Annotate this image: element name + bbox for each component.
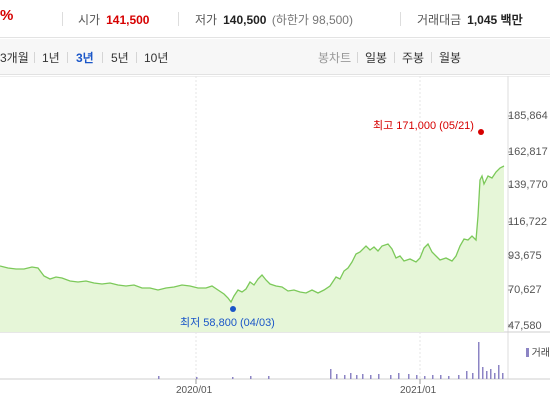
high-marker: [478, 129, 484, 135]
volume-bar: [370, 375, 372, 379]
open-price-label: 시가: [78, 13, 101, 27]
divider: [394, 52, 395, 63]
volume-bar: [336, 374, 338, 379]
price-chart-canvas: [0, 76, 550, 384]
volume-bar: [158, 376, 160, 379]
divider: [178, 12, 179, 26]
volume-bar: [268, 376, 270, 379]
y-tick-label: 47,580: [508, 320, 542, 332]
weekly-button[interactable]: 주봉: [402, 51, 425, 65]
daily-button[interactable]: 일봉: [365, 51, 388, 65]
volume-bar: [432, 375, 434, 379]
volume-bar: [408, 374, 410, 379]
period-1y-button[interactable]: 1년: [42, 51, 60, 65]
volume-bar: [344, 375, 346, 379]
high-annotation: 최고 171,000 (05/21): [373, 120, 474, 132]
volume-bar: [490, 369, 492, 379]
y-tick-label: 93,675: [508, 250, 542, 262]
volume-bar: [498, 365, 500, 379]
volume-bar: [440, 375, 442, 379]
monthly-button[interactable]: 월봉: [439, 51, 462, 65]
volume-bar: [232, 377, 234, 379]
y-tick-label: 116,722: [508, 216, 547, 228]
x-tick-label: 2020/01: [176, 385, 213, 396]
volume-bar: [362, 374, 364, 379]
volume-bar: [416, 375, 418, 379]
low-limit-text: (하한가 98,500): [271, 13, 353, 27]
volume-bar: [378, 374, 380, 379]
trade-amount-unit: 백만: [500, 13, 523, 27]
volume-bar: [330, 369, 332, 379]
volume-legend-swatch: [525, 348, 529, 357]
divider: [34, 52, 35, 63]
trade-amount: 거래대금 1,045 백만: [417, 11, 523, 28]
low-price: 저가 140,500 (하한가 98,500): [195, 11, 353, 28]
volume-bar: [424, 376, 426, 379]
price-chart[interactable]: 185,864 162,817 139,770 116,722 93,675 7…: [0, 76, 550, 400]
divider: [102, 52, 103, 63]
y-tick-marks: [508, 115, 512, 326]
low-price-value: 140,500: [223, 13, 267, 27]
volume-legend-label: 거래: [531, 348, 550, 359]
price-line: [0, 165, 505, 304]
period-5y-button[interactable]: 5년: [111, 51, 129, 65]
x-tick-label: 2021/01: [400, 385, 437, 396]
divider: [357, 52, 358, 63]
volume-bar: [458, 375, 460, 379]
y-tick-label: 185,864: [508, 110, 548, 122]
divider: [62, 12, 63, 26]
trade-amount-value: 1,045: [467, 13, 498, 27]
volume-legend: 거래: [525, 344, 550, 359]
volume-bar: [466, 371, 468, 379]
price-area: [0, 166, 504, 332]
divider: [136, 52, 137, 63]
volume-bar: [486, 371, 488, 379]
low-marker: [230, 306, 236, 312]
period-3y-button[interactable]: 3년: [76, 51, 94, 65]
low-annotation: 최저 58,800 (04/03): [180, 317, 275, 329]
volume-bar: [350, 373, 352, 379]
volume-bar: [250, 376, 252, 379]
volume-bar: [494, 373, 496, 379]
divider: [431, 52, 432, 63]
y-tick-label: 70,627: [508, 284, 542, 296]
volume-bar: [196, 377, 198, 379]
open-price-value: 141,500: [106, 13, 150, 27]
candle-chart-button[interactable]: 봉차트: [318, 51, 352, 65]
volume-bar: [398, 373, 400, 379]
volume-bar: [502, 373, 504, 379]
volume-bar: [478, 342, 480, 379]
volume-bar: [390, 375, 392, 379]
period-10y-button[interactable]: 10년: [144, 51, 169, 65]
period-3m-button[interactable]: 3개월: [0, 51, 29, 65]
volume-bar: [356, 375, 358, 379]
volume-bar: [482, 367, 484, 379]
volume-bar: [472, 373, 474, 379]
change-percent: %: [0, 7, 14, 24]
low-price-label: 저가: [195, 13, 218, 27]
trade-amount-label: 거래대금: [417, 13, 462, 27]
divider: [400, 12, 401, 26]
open-price: 시가 141,500: [78, 11, 149, 28]
volume-bar: [448, 376, 450, 379]
volume-bars: [158, 342, 504, 379]
y-tick-label: 139,770: [508, 179, 548, 191]
divider: [67, 52, 68, 63]
chart-toolbar: 3개월 1년 3년 5년 10년 봉차트 일봉 주봉 월봉: [0, 39, 550, 75]
y-tick-label: 162,817: [508, 146, 548, 158]
price-summary-bar: % 시가 141,500 저가 140,500 (하한가 98,500) 거래대금 1…: [0, 0, 550, 38]
